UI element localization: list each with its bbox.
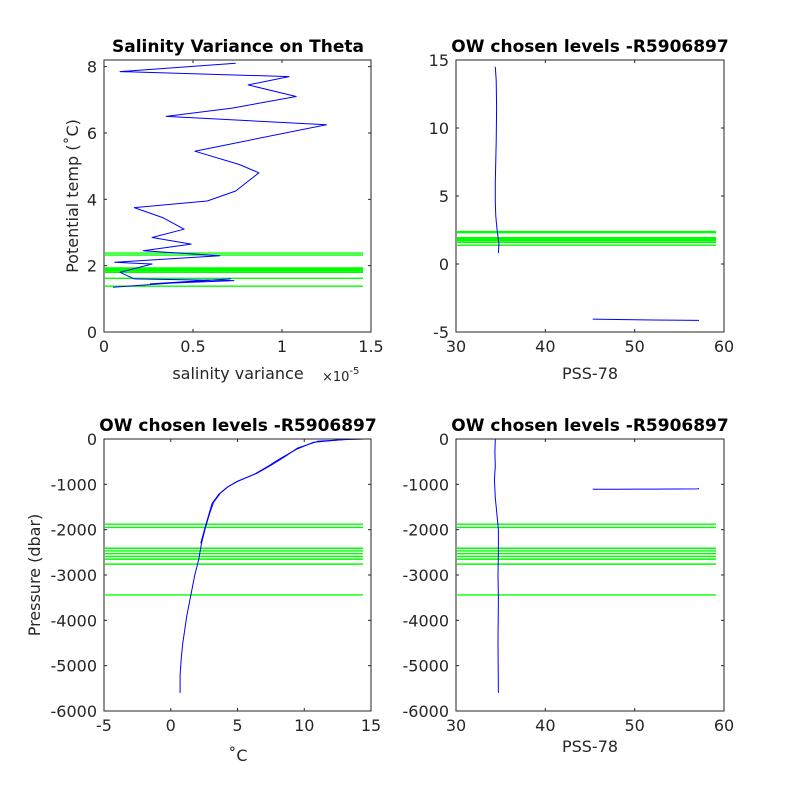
chart-title: Salinity Variance on Theta [112, 37, 364, 57]
y-tick-label: 2 [87, 257, 97, 276]
y-tick-label: 8 [87, 58, 97, 77]
y-tick-label: -2000 [403, 521, 450, 540]
y-tick-label: -5 [433, 323, 449, 342]
panel-ow-chosen-levels-salinity-theta: OW chosen levels -R5906897 30 40 50 60 -5 0 5… [429, 37, 735, 383]
x-tick-label: 40 [535, 716, 555, 735]
chart-title: OW chosen levels -R5906897 [451, 416, 728, 436]
y-axis-ticks: -5 0 5 10 15 [429, 51, 724, 342]
y-axis-ticks: -6000 -5000 -4000 -3000 -2000 -1000 0 [403, 430, 724, 721]
x-tick-label: 5 [232, 716, 242, 735]
axes-box [103, 59, 372, 333]
data-series [494, 66, 700, 321]
data-line [592, 318, 700, 321]
x-tick-label: 0 [166, 716, 176, 735]
chart-title: OW chosen levels -R5906897 [451, 37, 728, 57]
x-axis-exponent: ×10-5 [322, 366, 359, 385]
y-tick-label: 5 [439, 187, 449, 206]
y-tick-label: 6 [87, 124, 97, 143]
level-lines [457, 230, 716, 246]
x-tick-label: 60 [714, 716, 734, 735]
y-tick-label: -5000 [403, 657, 450, 676]
x-tick-label: 15 [361, 716, 381, 735]
level-lines [105, 252, 363, 287]
y-tick-label: -1000 [51, 475, 98, 494]
data-series [179, 438, 366, 693]
level-lines [105, 523, 363, 596]
y-axis-label: Potential temp (˚C) [63, 119, 82, 273]
x-tick-label: 10 [294, 716, 314, 735]
y-tick-label: 0 [439, 255, 449, 274]
y-tick-label: -5000 [51, 657, 98, 676]
data-line [592, 488, 700, 490]
x-tick-label: 30 [446, 716, 466, 735]
x-tick-label: 50 [624, 716, 644, 735]
x-axis-label: salinity variance [172, 364, 303, 383]
y-tick-label: 15 [429, 51, 449, 70]
x-tick-label: 1.5 [358, 337, 383, 356]
y-tick-label: 0 [87, 430, 97, 449]
x-tick-label: 40 [535, 337, 555, 356]
chart-title: OW chosen levels -R5906897 [99, 416, 376, 436]
x-tick-label: 60 [714, 337, 734, 356]
x-axis-label: PSS-78 [562, 737, 618, 756]
panel-ow-chosen-levels-salinity-pressure: OW chosen levels -R5906897 30 40 50 60 -600… [403, 416, 735, 756]
y-axis-ticks: 0 2 4 6 8 [87, 58, 371, 342]
y-tick-label: 0 [439, 430, 449, 449]
y-tick-label: -2000 [51, 521, 98, 540]
x-tick-label: 50 [624, 337, 644, 356]
panel-salinity-variance-on-theta: Salinity Variance on Theta 0 0.5 1 1.5 0 2 4 6… [63, 37, 384, 385]
y-tick-label: -3000 [403, 566, 450, 585]
x-axis-label: ˚C [228, 746, 247, 765]
x-axis-ticks: 30 40 50 60 [446, 60, 734, 356]
y-tick-label: -4000 [51, 611, 98, 630]
y-tick-label: 0 [87, 323, 97, 342]
y-tick-label: -6000 [51, 702, 98, 721]
data-series [112, 62, 327, 288]
data-line [493, 438, 499, 693]
y-tick-label: -4000 [403, 611, 450, 630]
y-axis-label: Pressure (dbar) [25, 514, 44, 637]
y-tick-label: -3000 [51, 566, 98, 585]
x-tick-label: 30 [446, 337, 466, 356]
data-series [493, 438, 700, 693]
x-axis-ticks: 0 0.5 1 1.5 [99, 60, 384, 356]
y-tick-label: -6000 [403, 702, 450, 721]
x-tick-label: 1 [277, 337, 287, 356]
y-tick-label: 4 [87, 190, 97, 209]
x-tick-label: -5 [96, 716, 112, 735]
data-line [112, 62, 327, 288]
x-axis-ticks: 30 40 50 60 [446, 439, 734, 735]
x-axis-label: PSS-78 [562, 364, 618, 383]
y-axis-ticks: -6000 -5000 -4000 -3000 -2000 -1000 0 [51, 430, 371, 721]
panel-ow-chosen-levels-temperature-pressure: OW chosen levels -R5906897 -5 0 5 10 15 -600… [25, 416, 381, 765]
data-line [494, 66, 500, 254]
level-lines [457, 523, 716, 596]
y-tick-label: -1000 [403, 475, 450, 494]
data-line [200, 438, 366, 544]
y-tick-label: 10 [429, 119, 449, 138]
x-tick-label: 0 [99, 337, 109, 356]
x-tick-label: 0.5 [180, 337, 205, 356]
x-axis-ticks: -5 0 5 10 15 [96, 439, 381, 735]
